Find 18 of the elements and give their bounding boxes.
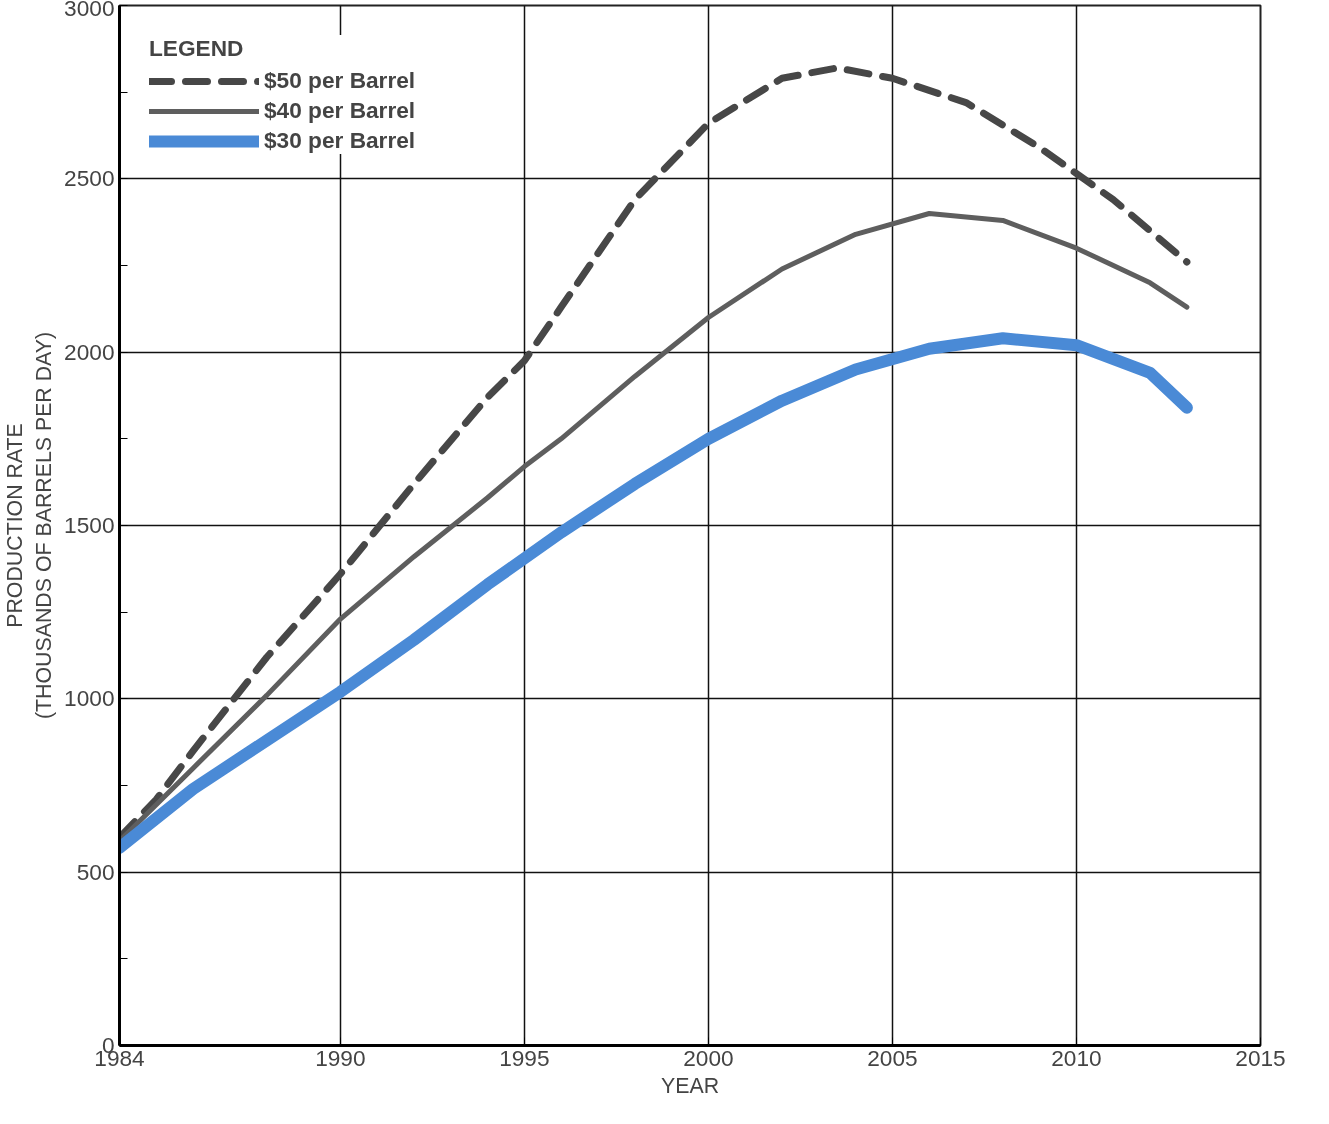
y-tick-label: 1000: [64, 685, 115, 712]
x-tick-label: 2015: [1235, 1044, 1286, 1071]
x-tick-label: 1995: [499, 1044, 550, 1071]
y-tick-label: 2500: [64, 165, 115, 192]
x-tick-label: 2005: [867, 1044, 918, 1071]
legend-label: $40 per Barrel: [264, 97, 416, 124]
legend-label: $50 per Barrel: [264, 67, 416, 94]
legend-title: LEGEND: [149, 35, 245, 62]
y-axis-title: PRODUCTION RATE (THOUSANDS OF BARRELS PER DAY): [3, 331, 57, 720]
legend-label: $30 per Barrel: [264, 127, 416, 154]
y-tick-label: 3000: [64, 0, 115, 21]
x-axis-title: YEAR: [660, 1073, 720, 1098]
x-tick-label: 2000: [683, 1044, 734, 1071]
y-tick-label: 2000: [64, 338, 115, 365]
y-tick-label: 1500: [64, 512, 115, 538]
x-tick-label: 2010: [1051, 1044, 1102, 1071]
y-tick-label: 500: [76, 858, 115, 885]
x-tick-label: 1990: [315, 1044, 366, 1071]
